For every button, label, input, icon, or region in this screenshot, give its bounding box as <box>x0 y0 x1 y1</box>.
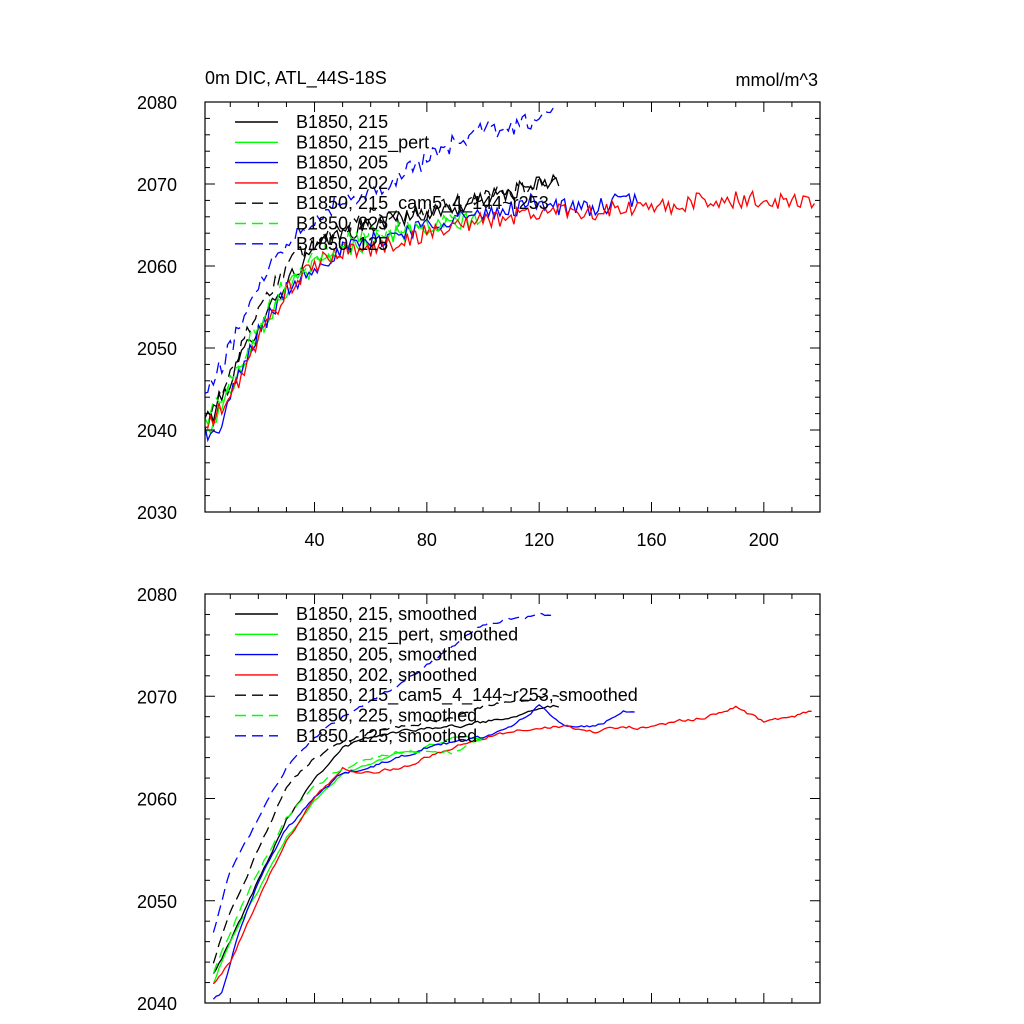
legend-label: B1850, 225, smoothed <box>296 706 477 726</box>
legend-label: B1850, 205 <box>296 153 388 173</box>
y-tick-label: 2060 <box>137 790 177 810</box>
y-tick-label: 2060 <box>137 257 177 277</box>
x-tick-label: 160 <box>636 530 666 550</box>
x-tick-label: 40 <box>305 530 325 550</box>
legend-label: B1850, 215_cam5_4_144~r253 <box>296 193 549 214</box>
series-line <box>204 189 815 429</box>
legend-label: B1850, 202, smoothed <box>296 665 477 685</box>
x-tick-label: 200 <box>749 530 779 550</box>
series-lines <box>212 612 812 1000</box>
series-lines <box>204 107 815 443</box>
y-tick-label: 2050 <box>137 339 177 359</box>
y-tick-label: 2030 <box>137 503 177 523</box>
legend-label: B1850, 225 <box>296 214 388 234</box>
series-line <box>212 694 559 964</box>
legend-label: B1850, 205, smoothed <box>296 645 477 665</box>
series-line <box>204 173 560 419</box>
legend-label: B1850, 215_cam5_4_144~r253, smoothed <box>296 685 638 706</box>
x-tick-label: 120 <box>524 530 554 550</box>
legend-label: B1850, 202 <box>296 173 388 193</box>
chart-title: 0m DIC, ATL_44S-18S <box>205 68 387 89</box>
y-tick-label: 2080 <box>137 585 177 605</box>
series-line <box>204 212 462 427</box>
series-line <box>212 703 635 1000</box>
legend-label: B1850, 215_pert, smoothed <box>296 624 518 645</box>
series-line <box>212 612 554 933</box>
legend-label: B1850, 215_pert <box>296 132 429 153</box>
top-chart-panel: 0m DIC, ATL_44S-18S mmol/m^3 40 80 120 160 2… <box>137 68 821 550</box>
axes: 40 80 120 160 200 2030 2040 2050 2060 2070 2080 <box>137 93 821 550</box>
series-line <box>212 737 484 974</box>
y-tick-label: 2070 <box>137 687 177 707</box>
series-line <box>212 705 812 985</box>
units-label: mmol/m^3 <box>736 70 818 90</box>
series-line <box>204 107 554 394</box>
y-tick-label: 2070 <box>137 175 177 195</box>
y-tick-label: 2040 <box>137 421 177 441</box>
plot-frame <box>204 101 821 513</box>
y-tick-label: 2080 <box>137 93 177 113</box>
series-line <box>212 704 559 975</box>
y-tick-label: 2050 <box>137 892 177 912</box>
x-tick-label: 80 <box>417 530 437 550</box>
bottom-chart-panel: 2040 2050 2060 2070 2080 B1850, 215, smoothe… <box>137 585 821 1014</box>
legend-label: B1850, 125, smoothed <box>296 726 477 746</box>
y-tick-label: 2040 <box>137 994 177 1014</box>
legend-label: B1850, 215, smoothed <box>296 604 477 624</box>
axes: 2040 2050 2060 2070 2080 <box>137 585 821 1014</box>
legend-label: B1850, 215 <box>296 112 388 132</box>
legend-label: B1850, 125 <box>296 234 388 254</box>
